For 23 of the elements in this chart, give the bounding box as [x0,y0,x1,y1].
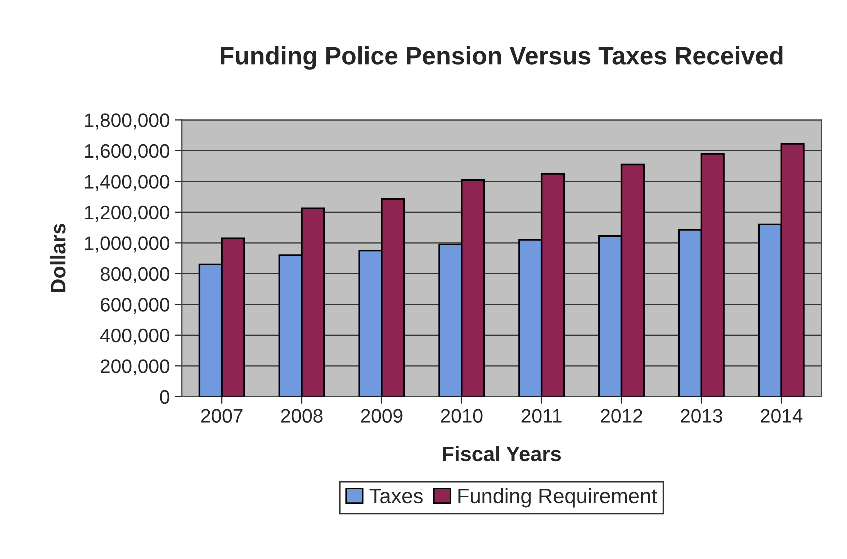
y-tick-label: 1,000,000 [85,236,170,253]
y-tick-label: 1,600,000 [85,144,170,160]
x-tick-label: 2014 [760,409,803,423]
x-tick-label: 2007 [201,409,243,423]
y-tick-label: 1,200,000 [85,206,170,222]
y-tick-label: 800,000 [100,267,170,284]
x-tick-label: 2009 [361,409,403,423]
y-tick-label: 1,800,000 [85,114,170,130]
legend-label: Taxes [370,489,423,504]
x-tick-label: 2012 [601,409,642,423]
legend-label: Funding Requirement [458,488,658,508]
y-tick-label: 400,000 [100,328,170,345]
y-tick-label: 1,400,000 [85,175,170,192]
y-tick-label: 0 [160,390,170,404]
x-tick-label: 2013 [681,409,722,423]
x-axis-title: Fiscal Years [443,446,562,462]
y-tick-label: 600,000 [101,298,170,314]
y-tick-label: 200,000 [101,360,170,376]
x-tick-label: 2010 [441,409,483,423]
x-tick-label: 2008 [281,409,323,423]
x-tick-label: 2011 [522,409,562,423]
chart-title: Funding Police Pension Versus Taxes Received [221,46,783,70]
y-axis-title: Dollars [50,224,66,292]
